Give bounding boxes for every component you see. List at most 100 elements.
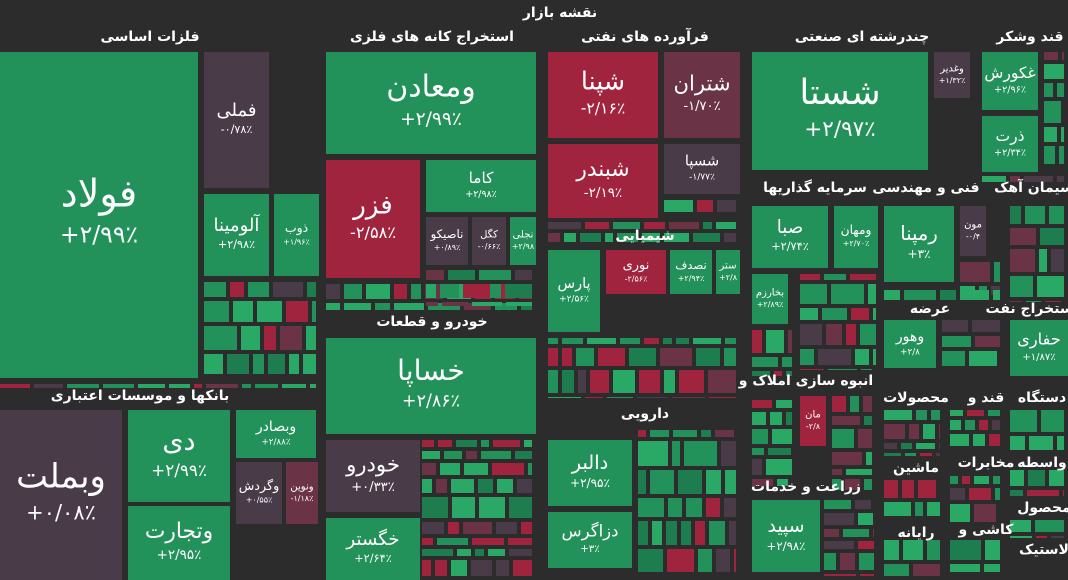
- filler-tile: [916, 443, 935, 449]
- filler-tile: [255, 384, 278, 388]
- filler-tile: [770, 412, 782, 425]
- filler-tile: [766, 330, 784, 353]
- filler-tile: [884, 564, 909, 576]
- filler-tile: [828, 369, 857, 370]
- filler-tile: [528, 463, 532, 475]
- filler-tile: [992, 420, 1000, 430]
- filler-tile: [204, 354, 223, 374]
- filler-tile: [950, 476, 958, 484]
- stock-change: +۱/۳۲٪: [939, 76, 966, 85]
- filler-tile: [845, 479, 860, 490]
- filler-tile: [716, 549, 730, 572]
- filler-tile: [668, 498, 682, 517]
- filler-tile: [864, 479, 872, 490]
- filler-tile: [613, 370, 635, 393]
- filler-tile: [1025, 206, 1045, 224]
- filler-tile: [257, 301, 282, 322]
- stock-name: شستا: [799, 73, 880, 113]
- stock-change: -۲/۱۶٪: [581, 98, 626, 117]
- stock-name: کاما: [469, 169, 494, 187]
- stock-change: +۲/۹۵٪: [157, 547, 202, 563]
- stock-tile: [548, 440, 632, 506]
- filler-tile: [422, 463, 436, 475]
- tiles: فولاد+۲/۹۹٪فملی-۰/۷۸٪آلومینا+۲/۹۸٪ذوب+۱/…: [0, 52, 1068, 580]
- filler-tile: [521, 303, 532, 310]
- stock-tile: [128, 410, 230, 502]
- filler-tile: [782, 357, 792, 367]
- filler-tile: [344, 303, 371, 310]
- filler-tile: [884, 443, 897, 449]
- filler-tile: [942, 351, 965, 366]
- filler-tile: [34, 384, 63, 388]
- filler-tile: [768, 448, 791, 455]
- filler-tile: [1040, 228, 1064, 245]
- filler-tile: [253, 354, 264, 374]
- filler-tile: [422, 440, 434, 447]
- filler-tile: [678, 470, 702, 494]
- filler-tile: [1044, 101, 1061, 123]
- filler-tile: [233, 301, 253, 322]
- filler-tile: [918, 480, 936, 498]
- filler-tile: [1049, 206, 1064, 224]
- sector-label: قند و: [967, 390, 1005, 406]
- filler-tile: [985, 540, 1000, 560]
- filler-tile: [506, 302, 532, 306]
- filler-tile: [969, 488, 991, 500]
- filler-tile: [638, 521, 648, 545]
- filler-tile: [644, 338, 659, 344]
- filler-tile: [972, 320, 1000, 332]
- stock-name: خگستر: [345, 528, 399, 550]
- stock-change: +۲/۹۷٪: [804, 117, 875, 142]
- stock-tile: [834, 206, 878, 268]
- filler-tile: [548, 222, 581, 229]
- filler-tile: [1041, 410, 1064, 432]
- stock-change: +۲/۷۰٪: [843, 239, 870, 248]
- sector-label: خودرو و قطعات: [376, 314, 487, 330]
- filler-tile: [706, 498, 720, 517]
- stock-name: ستر: [719, 261, 737, 272]
- filler-tile: [1057, 436, 1064, 450]
- filler-tile: [884, 410, 912, 420]
- filler-tile: [652, 521, 662, 545]
- sector-label: شیمیایی: [615, 228, 674, 244]
- filler-tile: [824, 513, 854, 525]
- filler-tile: [664, 200, 693, 212]
- sector-label: استخراج کانه های فلزی: [350, 29, 514, 45]
- filler-tile: [873, 308, 876, 320]
- filler-tile: [451, 560, 467, 576]
- filler-tile: [169, 384, 190, 388]
- filler-tile: [709, 521, 725, 545]
- stock-change: -۲/۸: [806, 422, 821, 431]
- filler-tile: [286, 301, 308, 322]
- filler-tile: [1010, 536, 1032, 538]
- filler-tile: [562, 338, 583, 344]
- filler-tile: [1010, 249, 1035, 272]
- filler-tile: [884, 540, 899, 560]
- filler-tile: [909, 424, 919, 439]
- stock-name: بخارزم: [756, 288, 784, 299]
- filler-tile: [422, 497, 448, 518]
- filler-tile: [866, 452, 872, 465]
- filler-tile: [663, 338, 672, 344]
- stock-name: شپنا: [581, 66, 625, 95]
- filler-tile: [464, 303, 491, 310]
- stock-change: +۲/۹۸٪: [465, 189, 496, 200]
- filler-tile: [884, 502, 911, 516]
- filler-tile: [456, 440, 477, 447]
- filler-tile: [884, 424, 905, 439]
- sector-labels: فلزات اساسی استخراج کانه های فلزی فرآورده …: [51, 27, 1068, 558]
- filler-tile: [974, 504, 996, 522]
- filler-tile: [466, 451, 477, 459]
- filler-tile: [864, 416, 872, 425]
- filler-tile: [858, 541, 874, 549]
- filler-tile: [786, 371, 792, 376]
- filler-tile: [979, 420, 988, 430]
- filler-tile: [950, 488, 965, 500]
- filler-tile: [306, 326, 316, 350]
- filler-tile: [492, 463, 524, 475]
- stock-tile: [752, 274, 788, 324]
- stock-name: شبندر: [575, 157, 629, 182]
- filler-tile: [939, 443, 940, 449]
- filler-tile: [587, 338, 616, 344]
- filler-tile: [832, 479, 841, 490]
